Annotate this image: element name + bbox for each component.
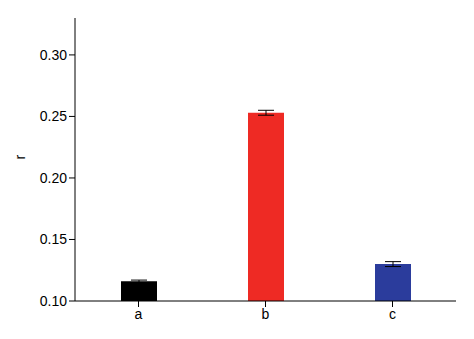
svg-text:a: a <box>135 306 143 322</box>
svg-text:0.25: 0.25 <box>40 108 67 124</box>
svg-text:0.15: 0.15 <box>40 231 67 247</box>
svg-text:b: b <box>262 306 270 322</box>
svg-text:c: c <box>389 306 396 322</box>
svg-text:0.10: 0.10 <box>40 293 67 309</box>
svg-text:r: r <box>12 155 28 160</box>
svg-text:0.30: 0.30 <box>40 47 67 63</box>
svg-text:0.20: 0.20 <box>40 170 67 186</box>
